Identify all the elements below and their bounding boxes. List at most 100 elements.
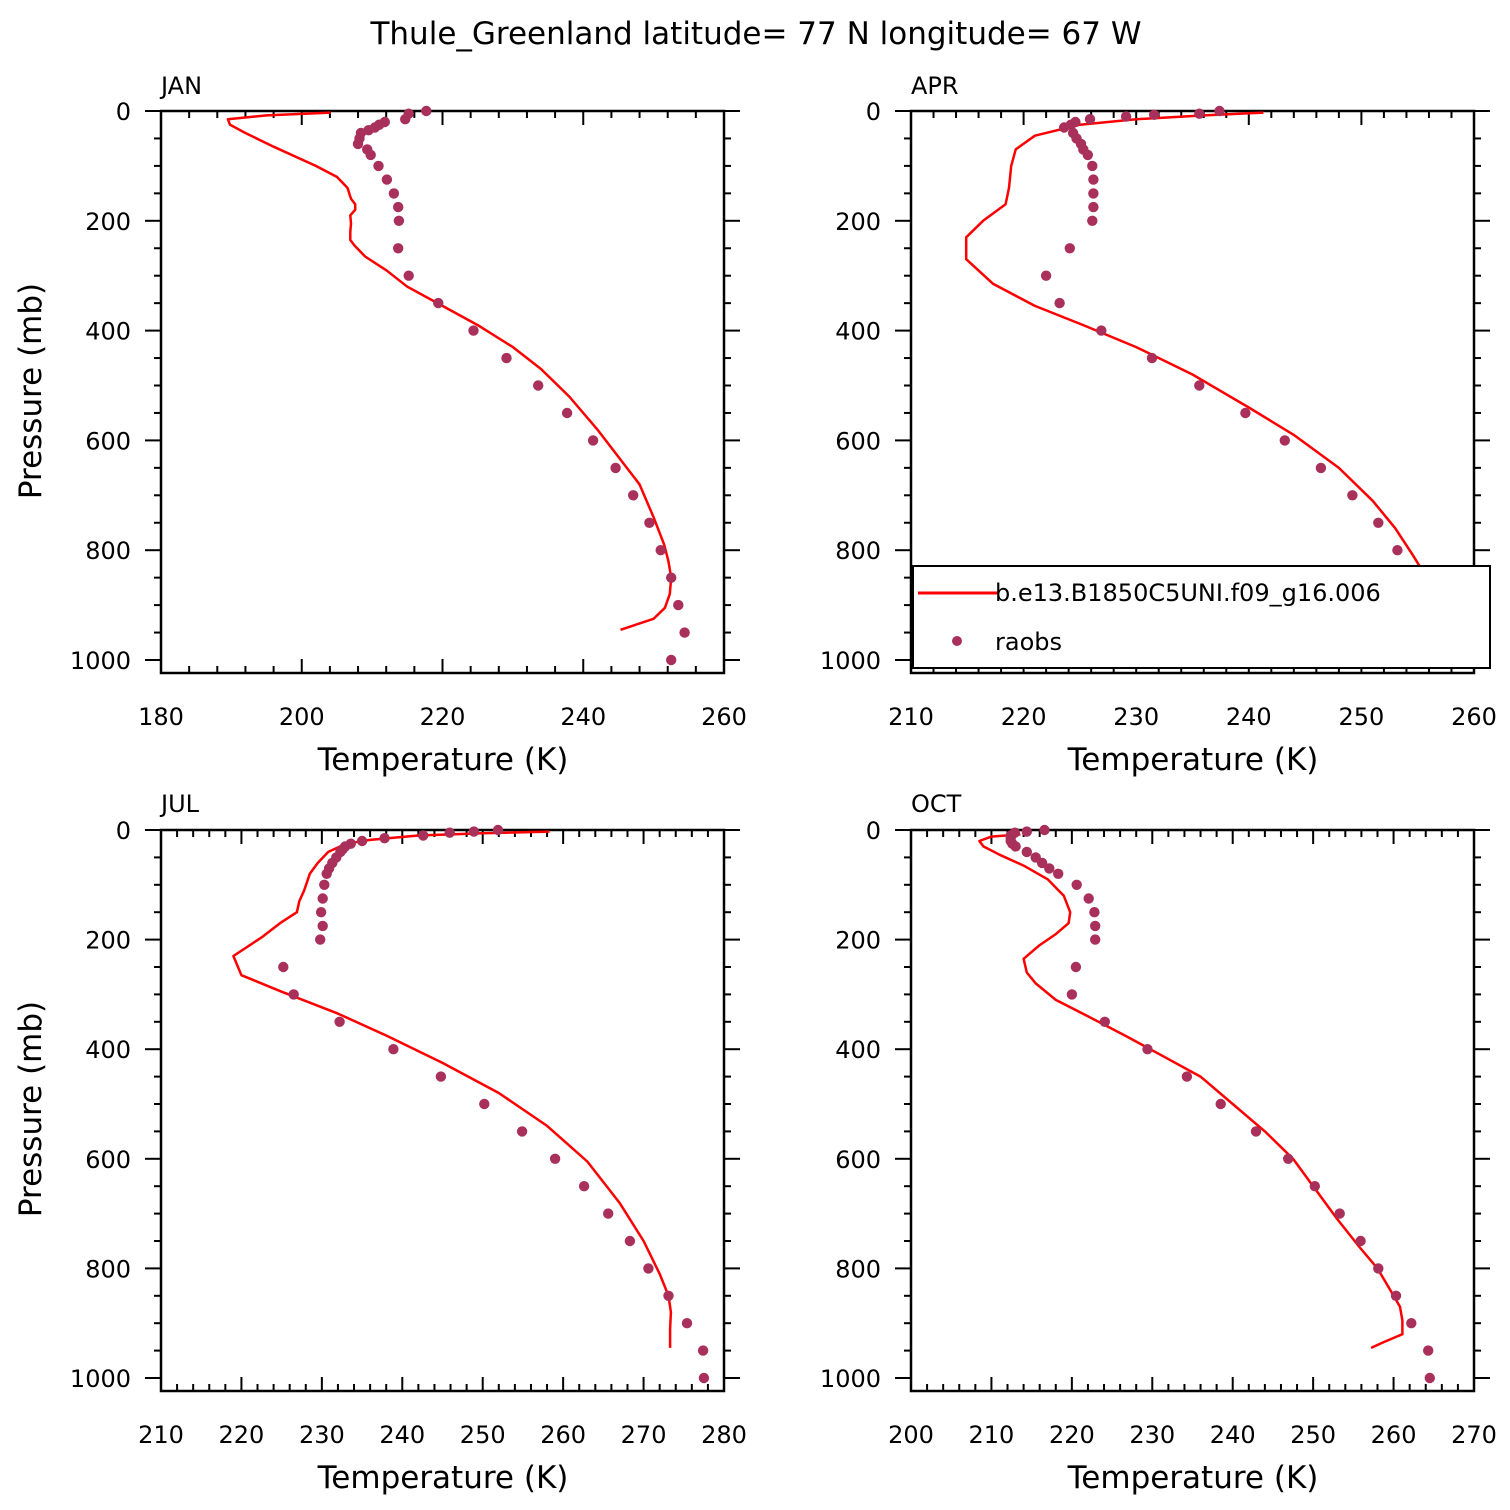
raobs-point: [673, 599, 684, 611]
raobs-point: [1096, 325, 1107, 336]
raobs-point: [1194, 380, 1205, 391]
raobs-point: [388, 1044, 399, 1055]
panel-label: OCT: [911, 790, 962, 818]
x-axis-label: Temperature (K): [317, 1460, 569, 1496]
raobs-point: [1039, 824, 1050, 836]
raobs-point: [1406, 1318, 1417, 1329]
x-tick-label: 200: [279, 703, 325, 731]
raobs-point: [1099, 1016, 1111, 1027]
raobs-point: [321, 868, 332, 879]
raobs-point: [1044, 863, 1055, 874]
raobs-point: [1250, 1126, 1262, 1137]
raobs-point: [1090, 920, 1101, 932]
raobs-point: [393, 243, 404, 254]
raobs-point: [1064, 243, 1076, 254]
x-tick-label: 220: [219, 1421, 265, 1449]
raobs-point: [421, 105, 432, 117]
y-tick-label: 800: [835, 1255, 881, 1283]
y-tick-label: 1000: [70, 1365, 131, 1393]
raobs-point: [1347, 490, 1358, 501]
y-tick-label: 800: [835, 537, 881, 565]
raobs-point: [1021, 826, 1032, 837]
y-tick-label: 0: [866, 817, 881, 845]
raobs-point: [393, 215, 405, 226]
x-tick-label: 260: [701, 703, 747, 731]
raobs-point: [278, 961, 289, 973]
raobs-point: [1088, 174, 1099, 185]
panel-jul: JUL Temperature (K) Pressure (mb) 210 220…: [13, 790, 747, 1496]
raobs-point: [1194, 108, 1205, 119]
raobs-point: [400, 114, 411, 125]
x-tick-label: 220: [1049, 1421, 1095, 1449]
x-axis-label: Temperature (K): [1067, 742, 1319, 778]
raobs-point: [624, 1235, 636, 1247]
raobs-point: [418, 830, 429, 841]
y-tick-label: 600: [85, 1146, 131, 1174]
x-tick-label: 210: [138, 1421, 184, 1449]
raobs-point: [628, 490, 639, 501]
raobs-point: [1334, 1208, 1345, 1219]
y-tick-label: 1000: [70, 647, 131, 675]
y-tick-label: 400: [85, 1036, 131, 1064]
raobs-point: [698, 1372, 710, 1384]
x-tick-label: 270: [1451, 1421, 1497, 1449]
y-axis-label: Pressure (mb): [13, 283, 49, 499]
raobs-point: [288, 989, 299, 1000]
plot-frame: [159, 828, 726, 1393]
raobs-point: [655, 545, 666, 556]
plot-frame: [909, 109, 1476, 675]
y-tick-label: 400: [835, 1036, 881, 1064]
y-tick-label: 600: [835, 1146, 881, 1174]
x-tick-label: 260: [1451, 703, 1497, 731]
raobs-point: [317, 893, 328, 904]
raobs-point: [1083, 893, 1094, 904]
x-tick-label: 240: [560, 703, 606, 731]
y-tick-label: 600: [85, 427, 131, 455]
y-axis-label: Pressure (mb): [13, 1001, 49, 1217]
x-tick-label: 230: [1113, 703, 1159, 731]
y-tick-label: 200: [835, 927, 881, 955]
raobs-point: [1392, 545, 1403, 556]
raobs-point: [1040, 270, 1052, 281]
x-tick-label: 220: [1001, 703, 1047, 731]
raobs-point: [666, 654, 677, 666]
raobs-point: [379, 833, 390, 844]
y-tick-label: 0: [866, 98, 881, 126]
plot-frame: [159, 109, 726, 675]
x-tick-label: 270: [621, 1421, 667, 1449]
y-tick-label: 1000: [820, 1365, 881, 1393]
x-tick-label: 210: [888, 703, 934, 731]
raobs-point: [533, 380, 544, 391]
raobs-point: [1390, 1290, 1402, 1302]
legend-label-model: b.e13.B1850C5UNI.f09_g16.006: [995, 579, 1381, 607]
raobs-point: [1146, 352, 1158, 364]
y-tick-label: 200: [835, 208, 881, 236]
raobs-point: [1010, 841, 1021, 852]
raobs-point: [679, 627, 690, 638]
raobs-point: [334, 1016, 345, 1027]
y-tick-label: 0: [116, 817, 131, 845]
panel-apr: APR Temperature (K) 210 220 230 240 250 260 0 2…: [820, 72, 1497, 778]
y-tick-label: 1000: [820, 647, 881, 675]
raobs-point: [1424, 1372, 1436, 1384]
raobs-point: [1315, 462, 1327, 474]
raobs-point: [468, 325, 479, 336]
raobs-point: [1215, 1098, 1226, 1110]
raobs-point: [1120, 111, 1132, 122]
legend-label-obs: raobs: [995, 628, 1062, 656]
legend-box: [912, 565, 1491, 669]
plot-frame: [909, 828, 1476, 1393]
panel-oct: OCT Temperature (K) 200 210 220 230 240 250 26…: [820, 790, 1497, 1496]
y-tick-label: 400: [85, 318, 131, 346]
x-tick-label: 240: [1226, 703, 1272, 731]
y-tick-label: 800: [85, 537, 131, 565]
raobs-point: [1373, 517, 1384, 528]
raobs-point: [1181, 1071, 1193, 1082]
raobs-point: [1087, 160, 1098, 172]
x-tick-label: 250: [1290, 1421, 1336, 1449]
raobs-point: [501, 352, 512, 364]
raobs-point: [1309, 1181, 1321, 1192]
y-tick-label: 200: [85, 208, 131, 236]
raobs-point: [1279, 435, 1291, 446]
